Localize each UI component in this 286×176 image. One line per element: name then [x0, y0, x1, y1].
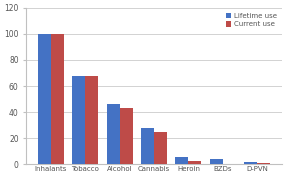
Bar — [141, 128, 154, 164]
Legend: Lifetime use, Current use: Lifetime use, Current use — [224, 11, 278, 29]
Bar — [154, 132, 167, 164]
Bar — [257, 163, 270, 164]
Bar — [210, 159, 223, 164]
Bar — [72, 76, 85, 164]
Bar — [244, 162, 257, 164]
Bar — [175, 157, 188, 164]
Bar — [107, 104, 120, 164]
Bar — [188, 161, 202, 164]
Bar — [38, 34, 51, 164]
Bar — [120, 108, 133, 164]
Bar — [51, 34, 64, 164]
Bar — [85, 76, 98, 164]
